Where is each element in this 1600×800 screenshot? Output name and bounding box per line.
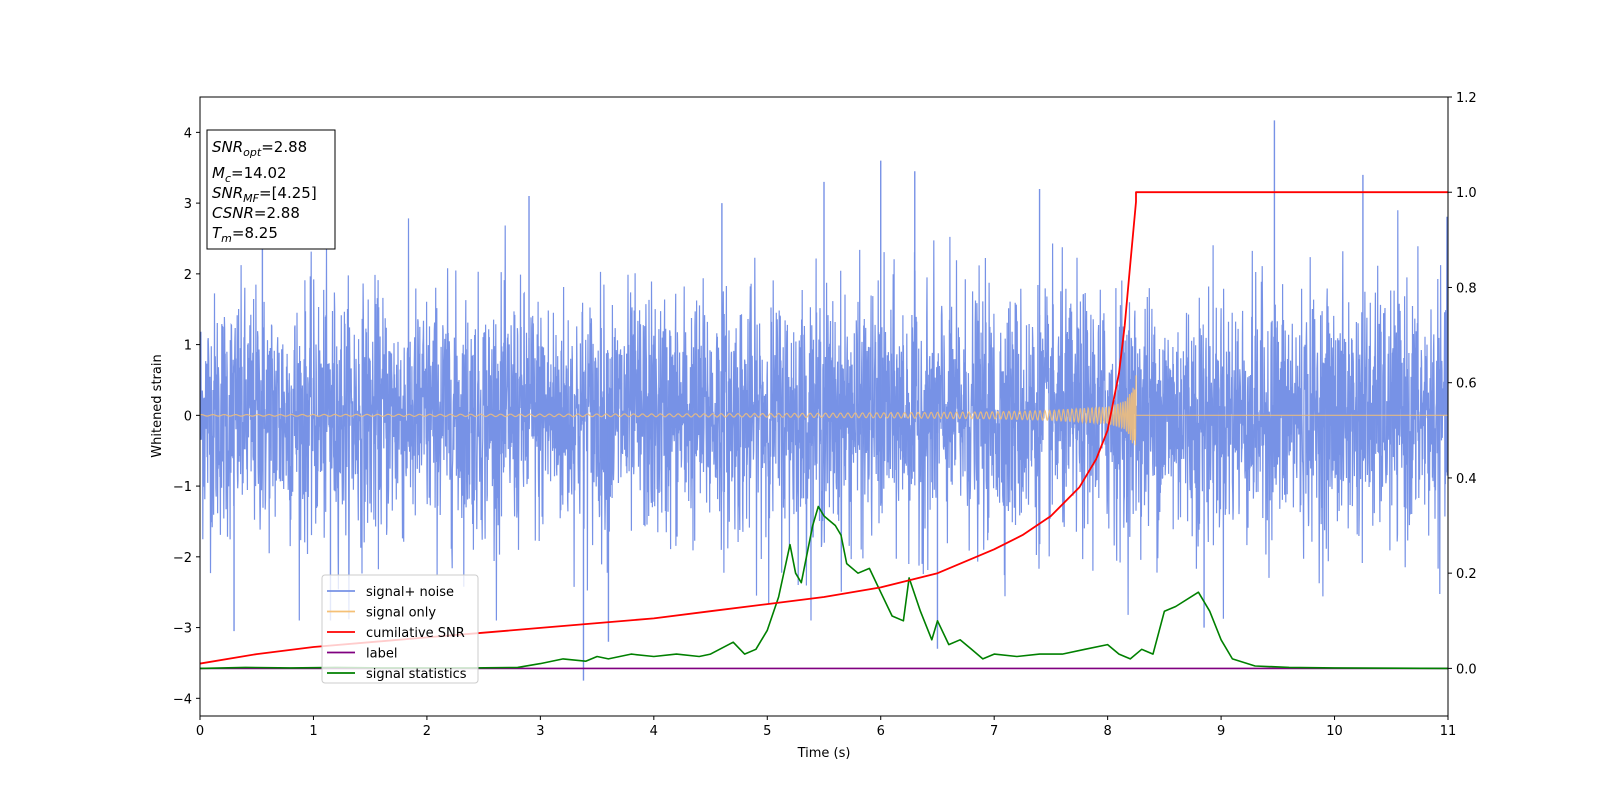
y-tick-label: 1 bbox=[184, 339, 192, 354]
info-snr-opt: SNRopt=2.88 bbox=[212, 138, 307, 159]
legend: signal+ noise signal only cumilative SNR la… bbox=[321, 574, 479, 684]
y2-tick-label: 0.0 bbox=[1456, 662, 1477, 677]
y-tick-label: 2 bbox=[184, 268, 192, 283]
x-tick-label: 4 bbox=[650, 724, 658, 739]
y2-tick-label: 1.2 bbox=[1456, 91, 1477, 106]
series-signal-noise bbox=[200, 210, 1448, 621]
x-tick-label: 6 bbox=[877, 724, 885, 739]
series-layer bbox=[200, 120, 1448, 681]
legend-label: label bbox=[366, 647, 397, 662]
legend-label: signal+ noise bbox=[366, 585, 454, 600]
x-tick-label: 9 bbox=[1217, 724, 1225, 739]
legend-label: signal statistics bbox=[366, 667, 467, 682]
x-tick-label: 10 bbox=[1326, 724, 1343, 739]
info-box: SNRopt=2.88 Mc=14.02 SNRMF=[4.25] CSNR=2… bbox=[206, 129, 336, 250]
series-signal-statistics bbox=[200, 505, 1448, 670]
x-tick-label: 2 bbox=[423, 724, 431, 739]
info-mc: Mc=14.02 bbox=[212, 164, 287, 185]
legend-label: signal only bbox=[366, 606, 436, 621]
x-tick-label: 11 bbox=[1440, 724, 1457, 739]
info-box-frame bbox=[206, 129, 336, 250]
y-axis-label: Whitened strain bbox=[150, 354, 165, 457]
y-tick-label: −3 bbox=[173, 622, 192, 637]
y-tick-label: 0 bbox=[184, 409, 192, 424]
legend-frame bbox=[321, 574, 479, 684]
plot-frame bbox=[199, 96, 1449, 717]
x-tick-label: 0 bbox=[196, 724, 204, 739]
x-tick-label: 1 bbox=[309, 724, 317, 739]
x-axis-label: Time (s) bbox=[797, 746, 851, 761]
axis-layer: 0 1 2 3 4 5 6 7 8 9 10 11 −4 −3 −2 −1 0 1 2 3 4 0.0 0.2 0.4 0.6 0… bbox=[173, 91, 1477, 739]
x-tick-label: 3 bbox=[536, 724, 544, 739]
y2-tick-label: 0.6 bbox=[1456, 377, 1477, 392]
info-csnr: CSNR=2.88 bbox=[212, 204, 300, 222]
y2-tick-label: 0.2 bbox=[1456, 567, 1477, 582]
info-tm: Tm=8.25 bbox=[212, 224, 278, 245]
y-tick-label: 4 bbox=[184, 126, 192, 141]
y2-tick-label: 0.4 bbox=[1456, 472, 1477, 487]
y-tick-label: 3 bbox=[184, 197, 192, 212]
series-signal-only bbox=[200, 375, 1448, 446]
legend-label: cumilative SNR bbox=[366, 626, 465, 641]
x-tick-label: 5 bbox=[763, 724, 771, 739]
x-tick-label: 8 bbox=[1103, 724, 1111, 739]
info-snr-mf: SNRMF=[4.25] bbox=[212, 184, 317, 205]
x-tick-label: 7 bbox=[990, 724, 998, 739]
y2-tick-label: 0.8 bbox=[1456, 281, 1477, 296]
y-tick-label: −2 bbox=[173, 551, 192, 566]
y-tick-label: −4 bbox=[173, 692, 192, 707]
y2-tick-label: 1.0 bbox=[1456, 186, 1477, 201]
y-tick-label: −1 bbox=[173, 480, 192, 495]
